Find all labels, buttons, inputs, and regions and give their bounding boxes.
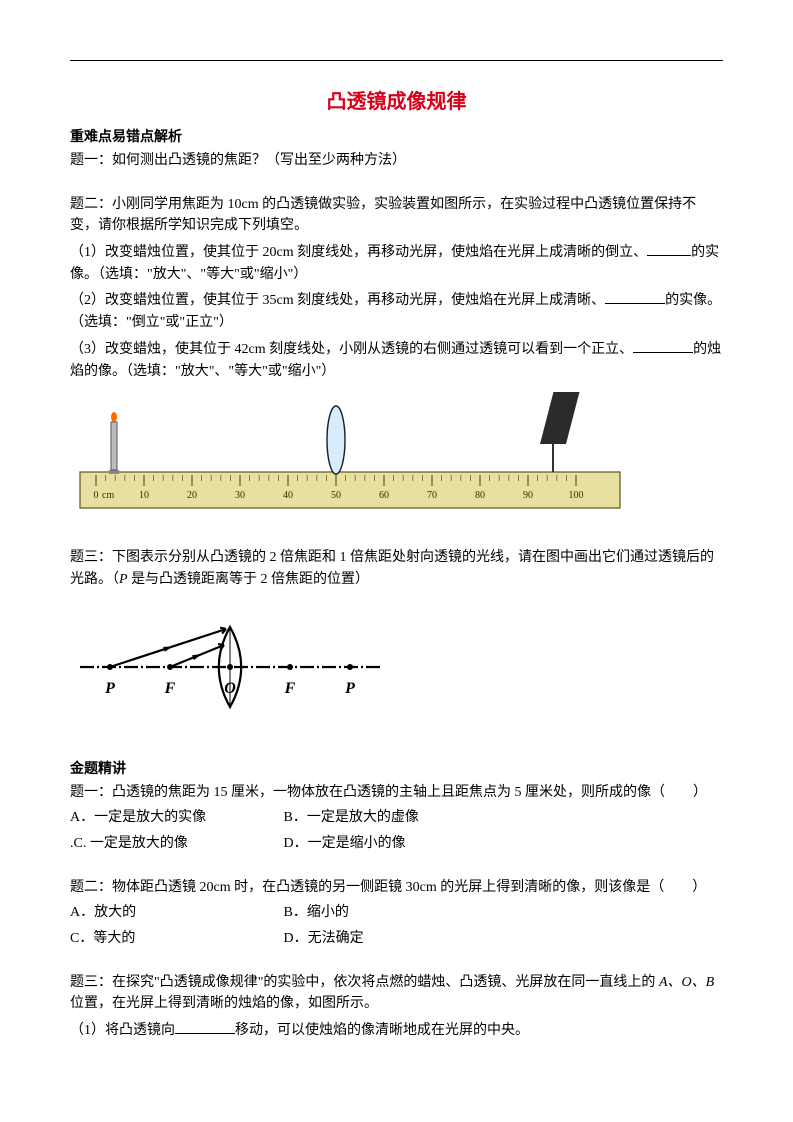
svg-text:70: 70 [427, 490, 437, 501]
svg-text:30: 30 [235, 490, 245, 501]
svg-text:90: 90 [523, 490, 533, 501]
s2-q2-optB: B．缩小的 [284, 905, 349, 920]
section1-heading: 重难点易错点解析 [70, 126, 723, 146]
q1-text: 题一：如何测出凸透镜的焦距？（写出至少两种方法） [70, 150, 723, 172]
svg-text:P: P [344, 680, 355, 697]
s2-q3-a: 题三：在探究"凸透镜成像规律"的实验中，依次将点燃的蜡烛、凸透镜、光屏放在同一直… [70, 975, 659, 990]
blank-fill [633, 338, 693, 353]
svg-text:40: 40 [283, 490, 293, 501]
s2-q1-optD: D．一定是缩小的像 [284, 836, 406, 851]
svg-text:cm: cm [102, 490, 114, 501]
blank-fill [605, 289, 665, 304]
s2-q1-optA: A．一定是放大的实像 [70, 807, 280, 829]
svg-text:O: O [224, 680, 236, 697]
svg-text:50: 50 [331, 490, 341, 501]
svg-text:80: 80 [475, 490, 485, 501]
s2-q1-optB: B．一定是放大的虚像 [284, 810, 419, 825]
doc-title: 凸透镜成像规律 [70, 85, 723, 114]
svg-text:P: P [104, 680, 115, 697]
q3-text: 题三：下图表示分别从凸透镜的 2 倍焦距和 1 倍焦距处射向透镜的光线，请在图中… [70, 547, 723, 590]
s2-q2-options-row1: A．放大的 B．缩小的 [70, 902, 723, 924]
section2-heading: 金题精讲 [70, 758, 723, 778]
svg-text:F: F [164, 680, 176, 697]
s2-q2-optA: A．放大的 [70, 902, 280, 924]
q2-sub1: （1）改变蜡烛位置，使其位于 20cm 刻度线处，再移动光屏，使烛焰在光屏上成清… [70, 241, 723, 285]
svg-text:0: 0 [94, 490, 99, 501]
s2-q3-stem: 题三：在探究"凸透镜成像规律"的实验中，依次将点燃的蜡烛、凸透镜、光屏放在同一直… [70, 972, 723, 1015]
blank-fill [647, 241, 691, 256]
figure-optical-bench: 0 10 20 30 40 50 60 70 80 90 100 cm [70, 392, 723, 517]
q2-stem: 题二：小刚同学用焦距为 10cm 的凸透镜做实验，实验装置如图所示，在实验过程中… [70, 194, 723, 237]
s2-q1-options-row1: A．一定是放大的实像 B．一定是放大的虚像 [70, 807, 723, 829]
svg-text:100: 100 [569, 490, 584, 501]
s2-q3-b: 位置，在光屏上得到清晰的烛焰的像，如图所示。 [70, 996, 378, 1011]
top-rule [70, 60, 723, 61]
s2-q1-options-row2: .C. 一定是放大的像 D．一定是缩小的像 [70, 833, 723, 855]
blank-fill [175, 1019, 235, 1034]
figure-lens-ray: PFOFP [70, 601, 723, 726]
s2-q2-optC: C．等大的 [70, 928, 280, 950]
lens-ray-svg: PFOFP [70, 601, 390, 721]
q2-sub3-a: （3）改变蜡烛，使其位于 42cm 刻度线处，小刚从透镜的右侧通过透镜可以看到一… [70, 342, 633, 357]
s2-q3-aob: A、O、B [659, 975, 714, 990]
q2-sub1-a: （1）改变蜡烛位置，使其位于 20cm 刻度线处，再移动光屏，使烛焰在光屏上成清… [70, 245, 647, 260]
s2-q2-stem: 题二：物体距凸透镜 20cm 时，在凸透镜的另一侧距镜 30cm 的光屏上得到清… [70, 877, 723, 899]
svg-text:20: 20 [187, 490, 197, 501]
s2-q3-sub1-a: （1）将凸透镜向 [70, 1023, 175, 1038]
q3-b: 是与凸透镜距离等于 2 倍焦距的位置） [128, 572, 370, 587]
q2-sub2: （2）改变蜡烛位置，使其位于 35cm 刻度线处，再移动光屏，使烛焰在光屏上成清… [70, 289, 723, 333]
s2-q1-stem: 题一：凸透镜的焦距为 15 厘米，一物体放在凸透镜的主轴上且距焦点为 5 厘米处… [70, 782, 723, 804]
svg-text:10: 10 [139, 490, 149, 501]
svg-text:60: 60 [379, 490, 389, 501]
page: 凸透镜成像规律 重难点易错点解析 题一：如何测出凸透镜的焦距？（写出至少两种方法… [0, 0, 793, 1122]
s2-q3-sub1-b: 移动，可以使烛焰的像清晰地成在光屏的中央。 [235, 1023, 529, 1038]
q3-p-italic: P [119, 572, 128, 587]
svg-text:F: F [284, 680, 296, 697]
s2-q1-optC: .C. 一定是放大的像 [70, 833, 280, 855]
q2-sub3: （3）改变蜡烛，使其位于 42cm 刻度线处，小刚从透镜的右侧通过透镜可以看到一… [70, 338, 723, 382]
q2-sub2-a: （2）改变蜡烛位置，使其位于 35cm 刻度线处，再移动光屏，使烛焰在光屏上成清… [70, 293, 605, 308]
s2-q2-options-row2: C．等大的 D．无法确定 [70, 928, 723, 950]
optical-bench-svg: 0 10 20 30 40 50 60 70 80 90 100 cm [70, 392, 630, 512]
s2-q3-sub1: （1）将凸透镜向 移动，可以使烛焰的像清晰地成在光屏的中央。 [70, 1019, 723, 1042]
s2-q2-optD: D．无法确定 [284, 931, 364, 946]
